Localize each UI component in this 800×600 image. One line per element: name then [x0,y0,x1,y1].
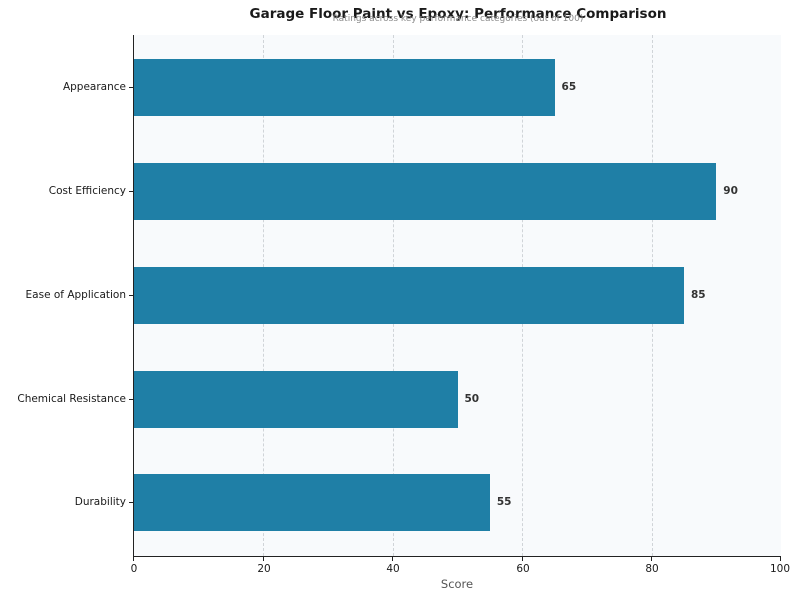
y-tick-label-ease-of-application: Ease of Application [25,289,126,301]
chart-title: Garage Floor Paint vs Epoxy: Performance… [249,6,667,22]
x-tick [522,557,523,561]
y-tick-label-durability: Durability [74,496,126,508]
chart-subtitle: Ratings across key performance categorie… [332,14,584,24]
x-tick [263,557,264,561]
x-tick [780,557,781,561]
bar-ease-of-application [134,267,684,324]
y-tick [129,399,133,400]
value-label-ease-of-application: 85 [690,289,706,301]
x-tick-label-40: 40 [386,563,400,575]
y-tick-label-chemical-resistance: Chemical Resistance [17,393,126,405]
y-axis-line [133,35,134,557]
x-tick-label-100: 100 [769,563,791,575]
y-tick-label-cost-efficiency: Cost Efficiency [48,185,126,197]
value-label-chemical-resistance: 50 [464,393,480,405]
x-tick-label-80: 80 [645,563,659,575]
y-tick [129,87,133,88]
y-tick [129,295,133,296]
x-tick-label-60: 60 [516,563,530,575]
x-tick-label-20: 20 [257,563,271,575]
x-tick [392,557,393,561]
x-tick [651,557,652,561]
x-tick-label-0: 0 [130,563,138,575]
value-label-durability: 55 [496,496,512,508]
x-tick [133,557,134,561]
bar-cost-efficiency [134,163,717,220]
x-axis-title: Score [440,577,474,591]
bar-durability [134,474,490,531]
bar-appearance [134,59,555,116]
value-label-appearance: 65 [561,81,577,93]
bar-chemical-resistance [134,371,458,428]
value-label-cost-efficiency: 90 [723,185,738,197]
x-axis-line [133,556,781,557]
y-tick [129,502,133,503]
y-tick-label-appearance: Appearance [62,81,126,93]
y-tick [129,191,133,192]
plot-area: 65 90 85 50 55 [134,35,781,556]
